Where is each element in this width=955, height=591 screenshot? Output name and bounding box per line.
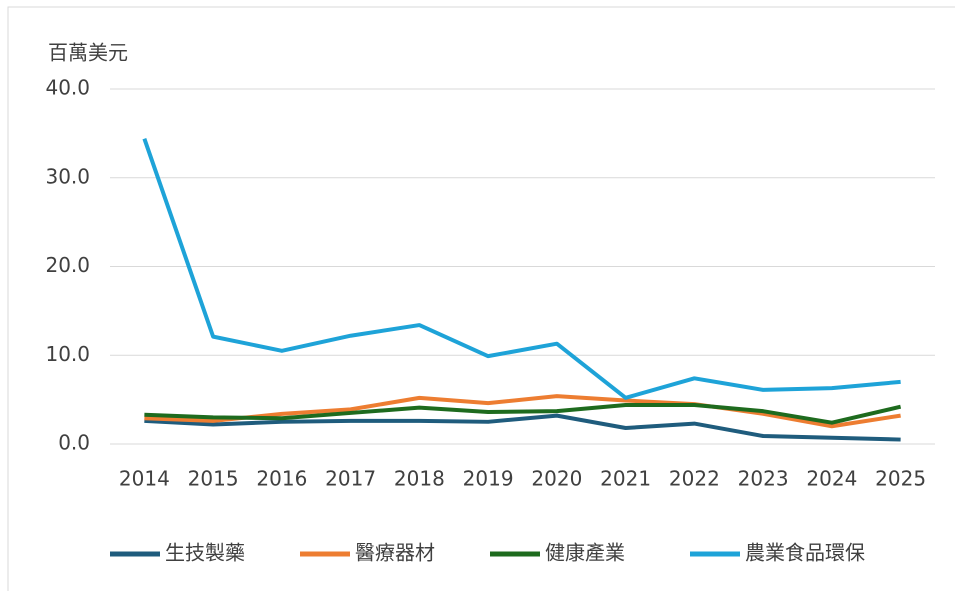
line-series [142, 138, 901, 400]
legend-label: 生技製藥 [165, 541, 245, 565]
line-series [144, 413, 901, 442]
x-tick-label: 2019 [463, 467, 514, 491]
legend-label: 健康產業 [545, 541, 625, 565]
y-tick-label: 20.0 [45, 253, 90, 277]
legend-label: 農業食品環保 [745, 541, 865, 565]
x-tick-label: 2015 [188, 467, 239, 491]
x-tick-label: 2022 [669, 467, 720, 491]
x-tick-label: 2014 [119, 467, 170, 491]
x-tick-label: 2023 [738, 467, 789, 491]
x-tick-label: 2024 [806, 467, 857, 491]
y-tick-label: 40.0 [45, 76, 90, 100]
x-tick-label: 2021 [600, 467, 651, 491]
y-axis-label: 百萬美元 [48, 41, 128, 65]
x-tick-label: 2018 [394, 467, 445, 491]
line-series [144, 394, 901, 429]
y-tick-label: 30.0 [45, 164, 90, 188]
x-tick-label: 2020 [531, 467, 582, 491]
x-tick-label: 2017 [325, 467, 376, 491]
y-tick-label: 0.0 [58, 431, 90, 455]
x-tick-label: 2016 [256, 467, 307, 491]
chart-border [7, 6, 955, 591]
legend-label: 醫療器材 [355, 541, 435, 565]
y-tick-label: 10.0 [45, 342, 90, 366]
line-series [144, 402, 902, 425]
x-tick-label: 2025 [875, 467, 926, 491]
